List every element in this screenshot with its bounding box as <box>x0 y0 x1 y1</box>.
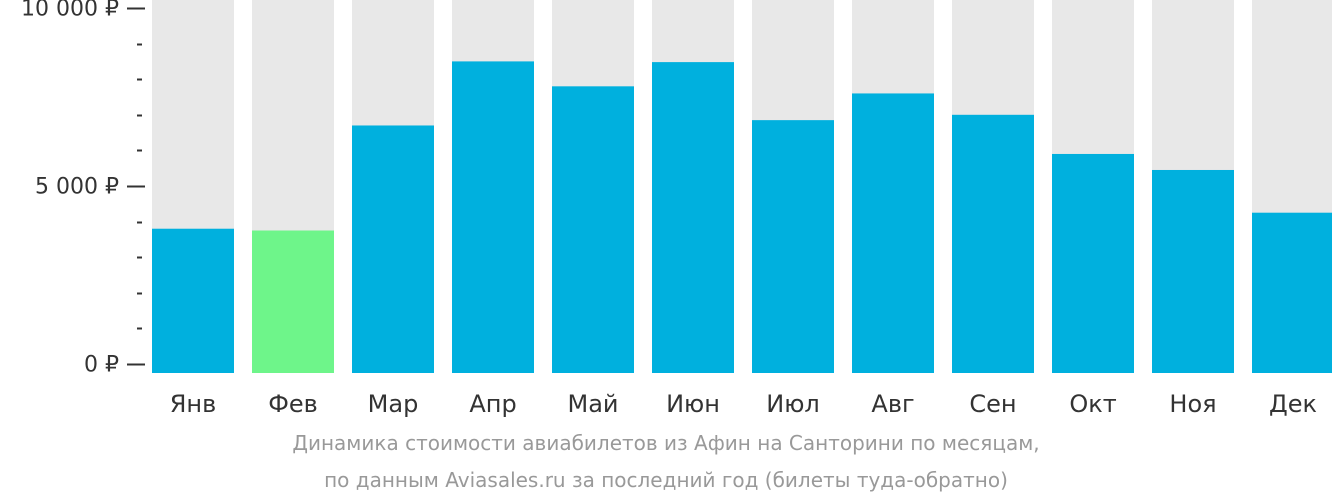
bar-1 <box>152 228 234 373</box>
bar-11 <box>1152 169 1234 373</box>
y-tick-label-2: 5 000 ₽ <box>35 175 119 200</box>
bar-10 <box>1052 153 1134 373</box>
bar-12 <box>1252 212 1332 373</box>
bar-5 <box>552 86 634 373</box>
y-tick-label-3: 10 000 ₽ <box>21 0 119 22</box>
bar-6 <box>652 62 734 373</box>
chart-caption-line-1: Динамика стоимости авиабилетов из Афин н… <box>292 431 1040 455</box>
x-tick-label-11: Ноя <box>1169 390 1216 418</box>
bar-3 <box>352 125 434 373</box>
x-tick-label-10: Окт <box>1069 390 1116 418</box>
x-tick-label-7: Июл <box>766 390 820 418</box>
x-tick-label-6: Июн <box>666 390 720 418</box>
bar-4 <box>452 61 534 374</box>
bar-9 <box>952 114 1034 374</box>
x-tick-label-3: Мар <box>368 390 419 418</box>
x-tick-label-2: Фев <box>268 390 318 418</box>
x-tick-label-8: Авг <box>871 390 914 418</box>
y-tick-label-1: 0 ₽ <box>84 353 119 378</box>
x-tick-label-5: Май <box>567 390 618 418</box>
x-tick-label-9: Сен <box>969 390 1016 418</box>
bar-7 <box>752 120 834 373</box>
x-tick-label-1: Янв <box>170 390 217 418</box>
x-tick-label-12: Дек <box>1269 390 1317 418</box>
x-tick-label-4: Апр <box>469 390 516 418</box>
chart-caption-line-2: по данным Aviasales.ru за последний год … <box>324 468 1008 492</box>
bar-8 <box>852 93 934 373</box>
bar-2 <box>252 230 334 373</box>
